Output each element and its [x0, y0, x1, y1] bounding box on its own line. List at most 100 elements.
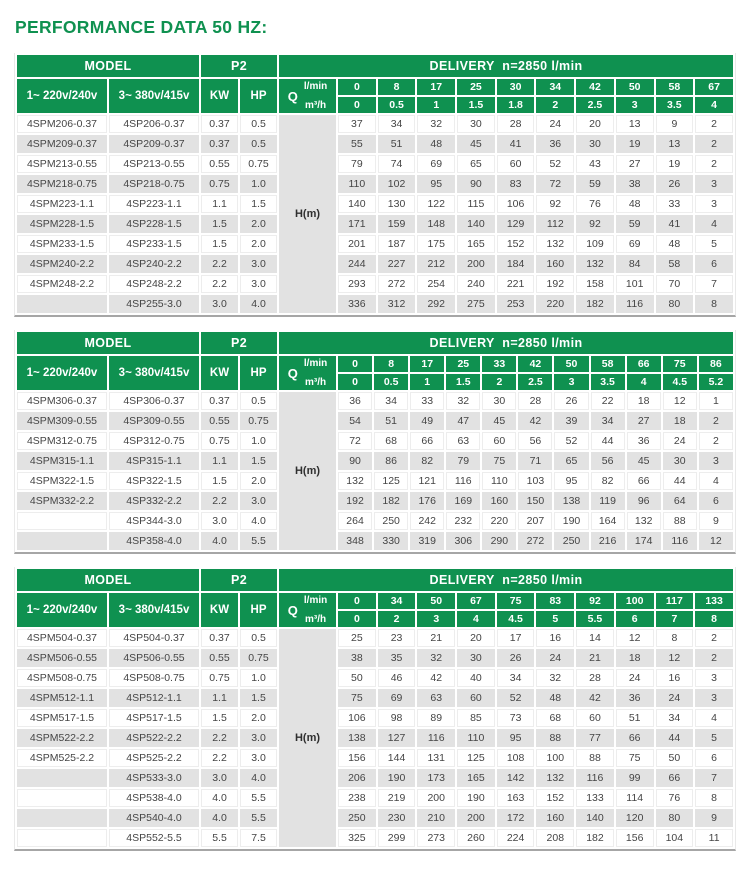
- flow-lmin-value: 75: [662, 356, 697, 372]
- model-cell-1phase: 4SPM248-2.2: [17, 275, 107, 293]
- kw-cell: 4.0: [201, 809, 239, 827]
- head-value-cell: 8: [655, 629, 694, 647]
- head-value-cell: 30: [482, 392, 517, 410]
- hp-cell: 5.5: [240, 789, 278, 807]
- model-cell-1phase: 4SPM525-2.2: [17, 749, 107, 767]
- head-value-cell: 173: [417, 769, 456, 787]
- kw-cell: 2.2: [201, 255, 239, 273]
- model-cell-3phase: 4SP322-1.5: [109, 472, 200, 490]
- table-row: 4SPM504-0.37 4SP504-0.37 0.37 0.5 H(m) 25 23 21…: [17, 629, 733, 847]
- head-value-cell: 36: [536, 135, 575, 153]
- flow-lmin-value: 83: [536, 593, 575, 609]
- head-value-cell: 95: [554, 472, 589, 490]
- flow-m3h-value: 3.5: [590, 374, 625, 390]
- table-row: 4SPM332-2.2 4SP332-2.2 2.2 3.0 192 182 176 169 1…: [17, 492, 733, 510]
- header-group-row: MODEL P2 DELIVERY n=2850 l/min: [17, 569, 733, 591]
- head-value-cell: 36: [338, 392, 373, 410]
- q-units: l/min m³/h: [304, 594, 327, 626]
- head-value-cell: 227: [377, 255, 416, 273]
- head-value-cell: 92: [536, 195, 575, 213]
- flow-lmin-value: 50: [417, 593, 456, 609]
- hp-cell: 1.0: [240, 432, 278, 450]
- table-row: 4SPM512-1.1 4SP512-1.1 1.1 1.5 75 69 63 60 52 48 4…: [17, 689, 733, 707]
- hp-cell: 5.5: [240, 809, 278, 827]
- head-value-cell: 148: [417, 215, 456, 233]
- head-value-cell: 18: [626, 392, 661, 410]
- head-value-cell: 272: [377, 275, 416, 293]
- kw-cell: 0.75: [201, 432, 239, 450]
- head-value-cell: 132: [626, 512, 661, 530]
- table-row: 4SPM218-0.75 4SP218-0.75 0.75 1.0 110 102 95 90…: [17, 175, 733, 193]
- head-value-cell: 182: [374, 492, 409, 510]
- q-letter: Q: [287, 88, 298, 104]
- flow-lmin-value: 75: [496, 593, 535, 609]
- head-value-cell: 325: [338, 829, 376, 847]
- head-value-cell: 4: [695, 709, 733, 727]
- flow-m3h-value: 0: [338, 611, 376, 627]
- head-value-cell: 156: [615, 829, 654, 847]
- head-value-cell: 45: [626, 452, 661, 470]
- head-value-cell: 95: [417, 175, 456, 193]
- table-row: 4SPM525-2.2 4SP525-2.2 2.2 3.0 156 144 131 125 1…: [17, 749, 733, 767]
- table-row: 4SP358-4.0 4.0 5.5 348 330 319 306 290 272 250 216…: [17, 532, 733, 550]
- model-cell-1phase: 4SPM206-0.37: [17, 115, 107, 133]
- model-cell-3phase: 4SP213-0.55: [109, 155, 200, 173]
- flow-m3h-value: 4.5: [662, 374, 697, 390]
- model-cell-1phase: [17, 532, 107, 550]
- head-value-cell: 68: [536, 709, 575, 727]
- kw-cell: 0.55: [201, 155, 239, 173]
- head-value-cell: 34: [590, 412, 625, 430]
- header-phase-3: 3~ 380v/415v: [109, 79, 200, 113]
- head-value-cell: 55: [338, 135, 376, 153]
- head-value-cell: 119: [590, 492, 625, 510]
- head-value-cell: 220: [482, 512, 517, 530]
- head-value-cell: 138: [554, 492, 589, 510]
- head-value-cell: 18: [662, 412, 697, 430]
- header-p2: P2: [201, 332, 278, 354]
- head-value-cell: 24: [655, 689, 694, 707]
- head-value-cell: 190: [457, 789, 495, 807]
- model-cell-1phase: 4SPM508-0.75: [17, 669, 107, 687]
- head-value-cell: 34: [377, 115, 416, 133]
- kw-cell: 0.75: [201, 669, 239, 687]
- kw-cell: 3.0: [201, 512, 239, 530]
- head-value-cell: 24: [536, 115, 575, 133]
- kw-cell: 5.5: [201, 829, 239, 847]
- model-cell-3phase: 4SP315-1.1: [109, 452, 200, 470]
- head-value-cell: 63: [417, 689, 456, 707]
- flow-m3h-value: 2: [377, 611, 416, 627]
- head-value-cell: 192: [536, 275, 575, 293]
- head-value-cell: 74: [377, 155, 416, 173]
- flow-lmin-value: 100: [615, 593, 654, 609]
- hp-cell: 3.0: [240, 492, 278, 510]
- head-value-cell: 190: [554, 512, 589, 530]
- hp-cell: 1.5: [240, 195, 278, 213]
- model-cell-3phase: 4SP540-4.0: [109, 809, 200, 827]
- table-row: 4SPM312-0.75 4SP312-0.75 0.75 1.0 72 68 66 63 60…: [17, 432, 733, 450]
- flow-lmin-value: 25: [457, 79, 495, 95]
- model-cell-1phase: 4SPM517-1.5: [17, 709, 107, 727]
- head-value-cell: 33: [655, 195, 694, 213]
- head-value-cell: 96: [626, 492, 661, 510]
- head-value-cell: 132: [536, 769, 575, 787]
- head-value-cell: 133: [576, 789, 614, 807]
- head-value-cell: 82: [410, 452, 445, 470]
- model-cell-3phase: 4SP525-2.2: [109, 749, 200, 767]
- head-value-cell: 65: [554, 452, 589, 470]
- model-cell-1phase: 4SPM209-0.37: [17, 135, 107, 153]
- head-value-cell: 200: [417, 789, 456, 807]
- table-row: 4SPM206-0.37 4SP206-0.37 0.37 0.5 H(m) 37 34 32…: [17, 115, 733, 313]
- head-value-cell: 69: [615, 235, 654, 253]
- head-value-cell: 60: [457, 689, 495, 707]
- flow-lmin-value: 0: [338, 593, 376, 609]
- flow-m3h-value: 4: [695, 97, 733, 113]
- head-value-cell: 36: [615, 689, 654, 707]
- head-value-cell: 230: [377, 809, 416, 827]
- head-value-cell: 2: [695, 155, 733, 173]
- head-value-cell: 240: [457, 275, 495, 293]
- performance-table-3: MODEL P2 DELIVERY n=2850 l/min 1~ 220v/240v…: [14, 567, 736, 851]
- flow-m3h-value: 1.8: [496, 97, 535, 113]
